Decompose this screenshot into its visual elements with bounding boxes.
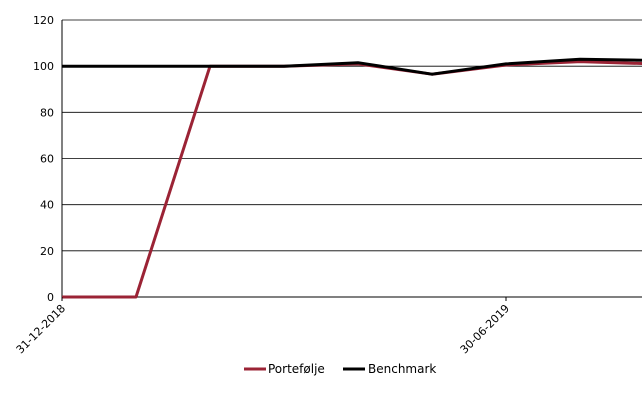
y-tick-label: 120 [33,14,54,27]
y-tick-label: 40 [40,199,54,212]
x-tick-label: 31-12-2018 [14,302,68,356]
legend-label-benchmark: Benchmark [368,362,436,376]
series-lines [62,57,642,299]
legend: Portefølje Benchmark [244,362,436,376]
y-tick-label: 100 [33,60,54,73]
x-tick-label: 30-06-2019 [458,302,512,356]
grid-lines [62,19,642,252]
series-line-benchmark [62,57,642,76]
x-tick-labels: 31-12-2018 30-06-2019 [14,297,512,356]
y-tick-label: 60 [40,153,54,166]
y-tick-label: 20 [40,245,54,258]
y-tick-label: 80 [40,106,54,119]
y-tick-label: 0 [47,291,54,304]
legend-label-portefolje: Portefølje [268,362,325,376]
series-line-portefolje [62,60,642,299]
y-tick-labels: 0 20 40 60 80 100 120 [33,14,54,304]
